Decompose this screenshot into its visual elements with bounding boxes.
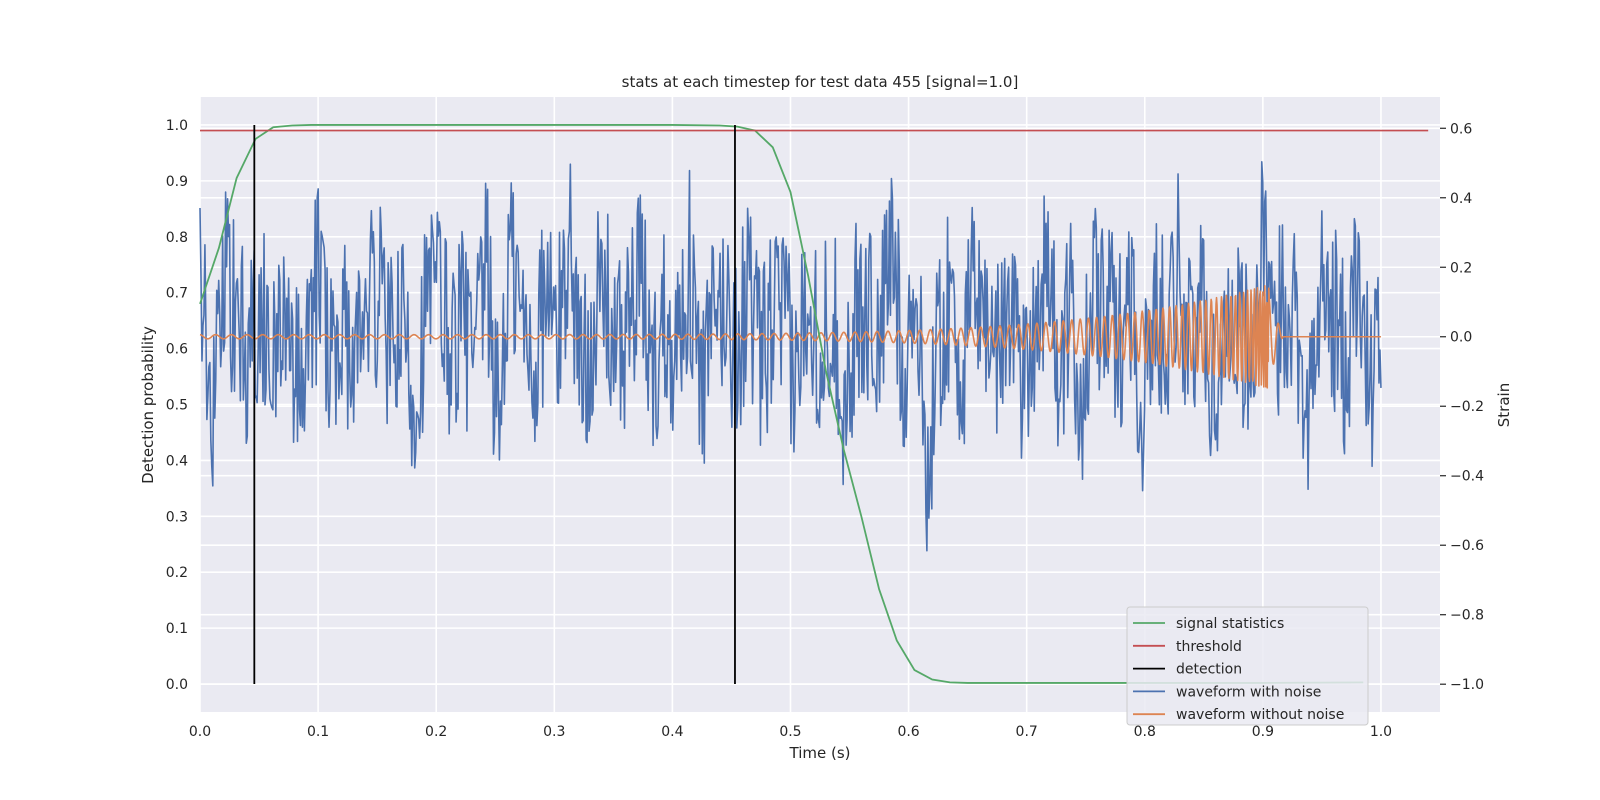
x-tick-label: 0.9 — [1252, 724, 1274, 740]
y-left-tick-label: 0.0 — [166, 677, 188, 693]
x-tick-label: 0.5 — [779, 724, 801, 740]
x-tick-label: 0.8 — [1134, 724, 1156, 740]
y-left-tick-label: 0.2 — [166, 565, 188, 581]
y-axis-right-label: Strain — [1495, 383, 1513, 427]
series-layer — [199, 124, 1429, 685]
legend-label: waveform with noise — [1176, 684, 1321, 700]
legend-label: signal statistics — [1176, 616, 1284, 632]
y-left-tick-label: 0.8 — [166, 230, 188, 246]
x-axis-label: Time (s) — [789, 744, 851, 762]
y-right-tick-label: 0.0 — [1450, 330, 1472, 346]
legend-box — [1126, 606, 1369, 726]
y-axis-left-label: Detection probability — [139, 326, 157, 484]
y-right-tick-label: −1.0 — [1450, 677, 1484, 693]
x-tick-label: 0.4 — [661, 724, 683, 740]
x-tick-label: 0.0 — [189, 724, 211, 740]
x-tick-label: 0.6 — [897, 724, 919, 740]
y-left-tick-label: 0.9 — [166, 174, 188, 190]
y-left-tick-label: 0.3 — [166, 509, 188, 525]
series-waveform-without-noise — [199, 284, 1382, 389]
x-tick-label: 0.1 — [307, 724, 329, 740]
x-tick-label: 0.7 — [1016, 724, 1038, 740]
y-right-tick-label: −0.8 — [1450, 608, 1484, 624]
y-right-tick-label: 0.2 — [1450, 260, 1472, 276]
x-tick-label: 1.0 — [1370, 724, 1392, 740]
y-left-tick-label: 0.5 — [166, 398, 188, 414]
axes: 0.0 0.1 0.2 0.3 0.4 0.5 0.6 0.7 0.8 0.9 1.0 0.0 0.1 0… — [166, 118, 1484, 740]
y-right-tick-label: −0.4 — [1450, 469, 1484, 485]
chart-title: stats at each timestep for test data 455… — [622, 73, 1019, 91]
y-right-tick-label: −0.2 — [1450, 399, 1484, 415]
x-tick-label: 0.3 — [543, 724, 565, 740]
y-left-tick-label: 0.1 — [166, 621, 188, 637]
y-right-tick-label: −0.6 — [1450, 538, 1484, 554]
y-right-tick-label: 0.6 — [1450, 121, 1472, 137]
x-tick-label: 0.2 — [425, 724, 447, 740]
y-left-tick-label: 1.0 — [166, 118, 188, 134]
series-waveform-with-noise — [199, 160, 1382, 552]
y-left-tick-label: 0.7 — [166, 286, 188, 302]
y-left-tick-label: 0.6 — [166, 342, 188, 358]
legend: signal statistics threshold detection wavef… — [1126, 606, 1369, 726]
y-right-tick-label: 0.4 — [1450, 191, 1472, 207]
legend-label: waveform without noise — [1176, 707, 1344, 723]
series-signal-statistics — [199, 124, 1364, 684]
legend-label: detection — [1176, 662, 1242, 678]
y-left-tick-label: 0.4 — [166, 453, 188, 469]
legend-label: threshold — [1176, 639, 1242, 655]
